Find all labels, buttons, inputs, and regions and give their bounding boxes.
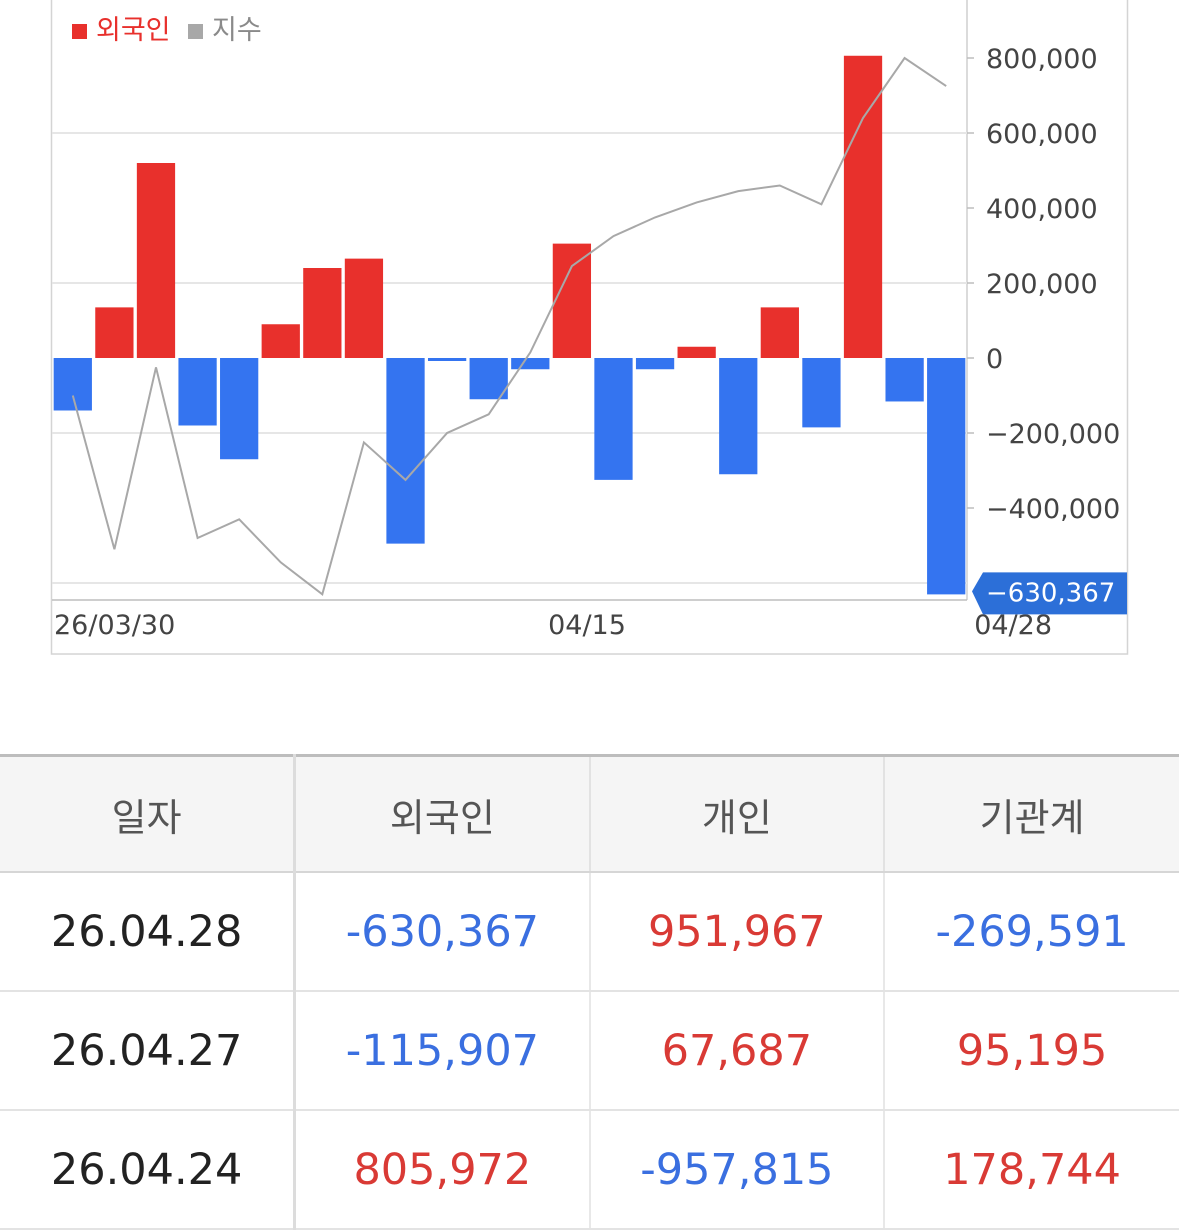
- legend-swatch: [188, 24, 203, 39]
- header-foreign: 외국인: [293, 754, 590, 873]
- bar: [53, 358, 92, 411]
- y-tick-label: 0: [986, 344, 1003, 375]
- header-date: 일자: [0, 754, 297, 873]
- bar: [843, 55, 883, 358]
- y-tick-label: 200,000: [986, 269, 1098, 300]
- y-tick-label: 800,000: [986, 44, 1098, 75]
- bar: [386, 358, 425, 544]
- table-row[interactable]: 26.04.28 -630,367 951,967 -269,591: [0, 872, 1179, 992]
- x-axis: 26/03/30 04/15 04/28: [54, 610, 1052, 641]
- bar: [178, 358, 217, 426]
- legend-swatch: [72, 24, 87, 39]
- bar: [469, 358, 508, 400]
- bar: [719, 358, 758, 475]
- x-tick-label: 04/15: [548, 610, 626, 641]
- bar: [303, 268, 342, 358]
- bar: [885, 358, 924, 402]
- x-tick-label: 04/28: [974, 610, 1052, 641]
- cell-date: 26.04.28: [0, 872, 297, 992]
- cell-date: 26.04.27: [0, 991, 297, 1111]
- bar: [261, 324, 300, 358]
- y-tick-label: −200,000: [986, 419, 1120, 450]
- bar: [802, 358, 841, 428]
- legend: 외국인 지수: [72, 15, 262, 46]
- bar: [427, 358, 467, 361]
- header-individual: 개인: [588, 754, 885, 873]
- table-row[interactable]: 26.04.27 -115,907 67,687 95,195: [0, 991, 1179, 1111]
- cell-individual: 67,687: [588, 991, 885, 1111]
- y-tick-label: 400,000: [986, 194, 1098, 225]
- header-institution: 기관계: [883, 754, 1179, 873]
- chart-canvas: 800,000 600,000 400,000 200,000 0 −200,000 −40…: [50, 0, 1129, 655]
- bar: [552, 243, 592, 358]
- investor-flow-table: 일자 외국인 개인 기관계 26.04.28 -630,367 951,967 …: [0, 754, 1179, 1230]
- bar: [594, 358, 633, 480]
- x-tick-label: 26/03/30: [54, 610, 175, 641]
- cell-institution: -269,591: [883, 872, 1179, 992]
- table-row[interactable]: 26.04.24 805,972 -957,815 178,744: [0, 1110, 1179, 1230]
- legend-label: 지수: [212, 15, 262, 46]
- legend-label: 외국인: [96, 15, 171, 46]
- last-value-badge: −630,367: [972, 572, 1127, 615]
- bar: [927, 358, 966, 595]
- last-value-badge-shape: [972, 572, 1127, 615]
- bars: [53, 55, 966, 595]
- y-tick-label: −400,000: [986, 494, 1120, 525]
- index-series-line: [71, 56, 947, 597]
- cell-institution: 178,744: [883, 1110, 1179, 1230]
- bar: [511, 358, 550, 370]
- cell-individual: 951,967: [588, 872, 885, 992]
- y-axis: 800,000 600,000 400,000 200,000 0 −200,000 −40…: [967, 44, 1120, 525]
- last-value-badge-text: −630,367: [986, 578, 1115, 608]
- grid-lines: [52, 132, 967, 584]
- bar: [760, 307, 799, 358]
- y-tick-label: 600,000: [986, 119, 1098, 150]
- index-line: [71, 56, 947, 597]
- bar: [635, 358, 675, 370]
- bar: [136, 163, 176, 358]
- bar: [95, 307, 134, 358]
- cell-foreign: -630,367: [293, 872, 590, 992]
- cell-foreign: 805,972: [293, 1110, 590, 1230]
- bar: [344, 258, 384, 358]
- bar: [220, 358, 259, 460]
- cell-foreign: -115,907: [293, 991, 590, 1111]
- bar: [677, 346, 716, 358]
- cell-institution: 95,195: [883, 991, 1179, 1111]
- chart-frame: [50, 0, 1129, 655]
- cell-date: 26.04.24: [0, 1110, 297, 1230]
- investor-flow-chart: 800,000 600,000 400,000 200,000 0 −200,000 −40…: [50, 0, 1129, 655]
- cell-individual: -957,815: [588, 1110, 885, 1230]
- table-header-row: 일자 외국인 개인 기관계: [0, 754, 1179, 873]
